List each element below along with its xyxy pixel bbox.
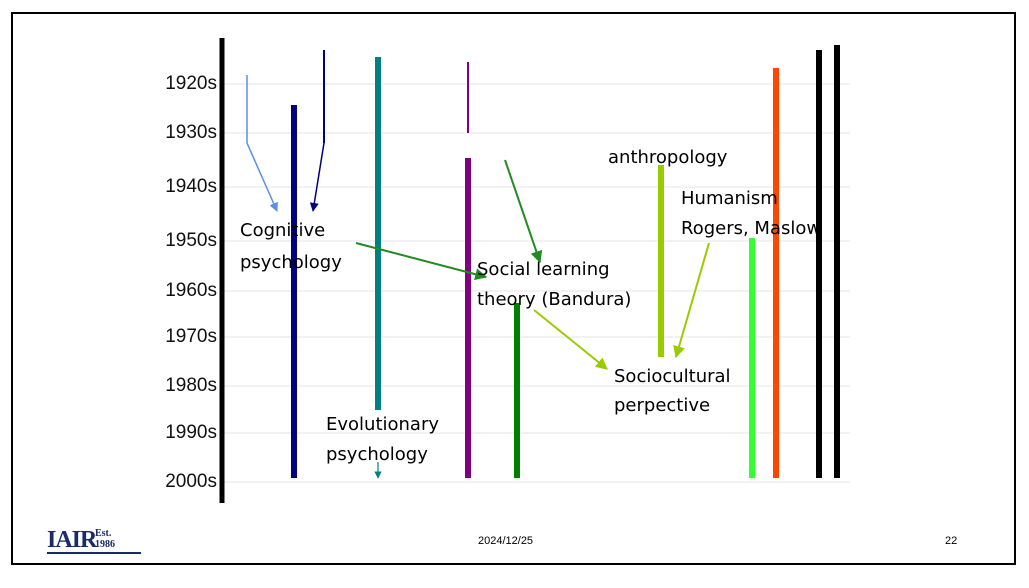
arrow-to-cognitive-navy (309, 142, 325, 212)
arrow-cognitive-to-social (355, 242, 488, 281)
footer-date: 2024/12/25 (478, 535, 534, 547)
evolutionary-psychology-label-line2: psychology (326, 444, 428, 465)
decade-label-1940s: 1940s (165, 176, 217, 197)
logo-year-text: 1986 (95, 539, 115, 550)
decade-label-1950s: 1950s (165, 230, 217, 251)
anthropology-label: anthropology (608, 147, 728, 168)
decade-label-2000s: 2000s (165, 471, 217, 492)
cognitive-psychology-label-line2: psychology (240, 252, 342, 273)
page-number: 22 (945, 535, 958, 547)
arrow-behaviorism-to-social (504, 159, 543, 264)
arrow-to-cognitive-blue (246, 142, 278, 212)
decade-label-1930s: 1930s (165, 122, 217, 143)
decade-label-1980s: 1980s (165, 375, 217, 396)
decade-label-1990s: 1990s (165, 422, 217, 443)
decade-label-1960s: 1960s (165, 280, 217, 301)
decade-label-1970s: 1970s (165, 326, 217, 347)
logo-est-text: Est. (95, 528, 112, 539)
cognitive-psychology-label-line1: Cognitive (240, 220, 326, 241)
social-learning-label-line2: theory (Bandura) (477, 289, 632, 310)
grid-lines (222, 83, 850, 483)
slide-border (11, 12, 1016, 565)
social-learning-label-line1: Social learning (477, 259, 610, 280)
decade-label-1920s: 1920s (165, 73, 217, 94)
humanism-label-line2: Rogers, Maslow (681, 218, 822, 239)
logo-text: IAIR (47, 527, 97, 553)
arrow-social-to-sociocultural (533, 309, 608, 370)
evolutionary-psychology-label-line1: Evolutionary (326, 414, 440, 435)
sociocultural-label-line1: Sociocultural (614, 366, 731, 387)
arrow-humanism-to-sociocultural (673, 242, 710, 359)
humanism-label-line1: Humanism (681, 188, 778, 209)
iair-logo: IAIR Est. 1986 (47, 527, 147, 554)
logo-underline (47, 552, 141, 554)
sociocultural-label-line2: perpective (614, 395, 711, 416)
